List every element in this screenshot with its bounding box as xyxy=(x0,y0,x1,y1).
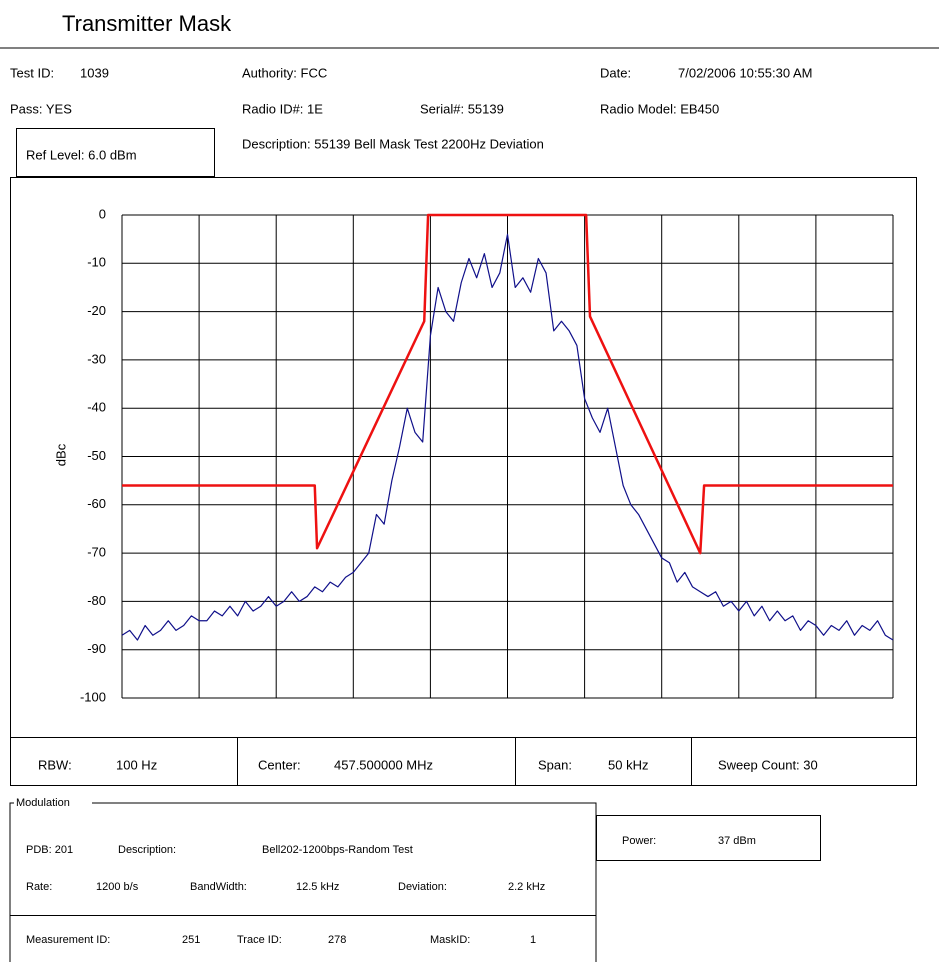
y-tick-label: -70 xyxy=(87,545,106,560)
value: 50 kHz xyxy=(608,757,648,772)
label: Center: xyxy=(258,757,301,772)
y-tick-label: -20 xyxy=(87,303,106,318)
y-tick-label: -100 xyxy=(80,689,106,704)
field: Radio ID#: 1E xyxy=(242,101,323,116)
label: Measurement ID: xyxy=(26,934,110,946)
label: Power: xyxy=(622,835,656,847)
value: 7/02/2006 10:55:30 AM xyxy=(678,65,812,80)
field: Ref Level: 6.0 dBm xyxy=(26,147,137,162)
trace xyxy=(122,213,893,555)
group-border xyxy=(92,802,597,962)
label: Deviation: xyxy=(398,881,447,893)
label: Span: xyxy=(538,757,572,772)
value: 457.500000 MHz xyxy=(334,757,433,772)
settings-row xyxy=(10,737,917,786)
field: Serial#: 55139 xyxy=(420,101,504,116)
field: Radio Model: EB450 xyxy=(600,101,719,116)
label: RBW: xyxy=(38,757,72,772)
value: 100 Hz xyxy=(116,757,157,772)
label: Rate: xyxy=(26,881,52,893)
value: 1200 b/s xyxy=(96,881,139,893)
y-tick-label: -50 xyxy=(87,448,106,463)
chart-frame xyxy=(10,177,917,738)
value: 2.2 kHz xyxy=(508,881,545,893)
value: 1 xyxy=(530,934,536,946)
title: Transmitter Mask xyxy=(62,11,232,36)
y-tick-label: -40 xyxy=(87,400,106,415)
group-border xyxy=(9,802,14,962)
label: Trace ID: xyxy=(237,934,282,946)
label: Date: xyxy=(600,65,631,80)
y-tick-label: -30 xyxy=(87,351,106,366)
ref-box xyxy=(16,128,215,177)
field: Pass: YES xyxy=(10,101,72,116)
power-box xyxy=(596,815,821,861)
label: Description: xyxy=(118,844,176,856)
field: Authority: FCC xyxy=(242,65,327,80)
plot: 0 -10 -20 -30 -40 -50 -60 -70 -80 -90 -100 xyxy=(80,206,894,704)
label: MaskID: xyxy=(430,934,470,946)
y-tick-label: 0 xyxy=(99,206,106,221)
value: 251 xyxy=(182,934,200,946)
y-axis-label: dBc xyxy=(53,443,68,466)
field: Sweep Count: 30 xyxy=(718,757,818,772)
value: 12.5 kHz xyxy=(296,881,339,893)
label: Test ID: xyxy=(10,65,54,80)
y-tick-label: -10 xyxy=(87,255,106,270)
field: Description: 55139 Bell Mask Test 2200Hz… xyxy=(242,136,544,151)
y-tick-label: -90 xyxy=(87,641,106,656)
trace xyxy=(121,233,894,641)
field: PDB: 201 xyxy=(26,844,73,856)
group-title: Modulation xyxy=(16,797,70,809)
label: BandWidth: xyxy=(190,881,247,893)
y-tick-label: -80 xyxy=(87,593,106,608)
y-tick-label: -60 xyxy=(87,496,106,511)
value: Bell202-1200bps-Random Test xyxy=(262,844,413,856)
value: 37 dBm xyxy=(718,835,756,847)
value: 278 xyxy=(328,934,346,946)
value: 1039 xyxy=(80,65,109,80)
